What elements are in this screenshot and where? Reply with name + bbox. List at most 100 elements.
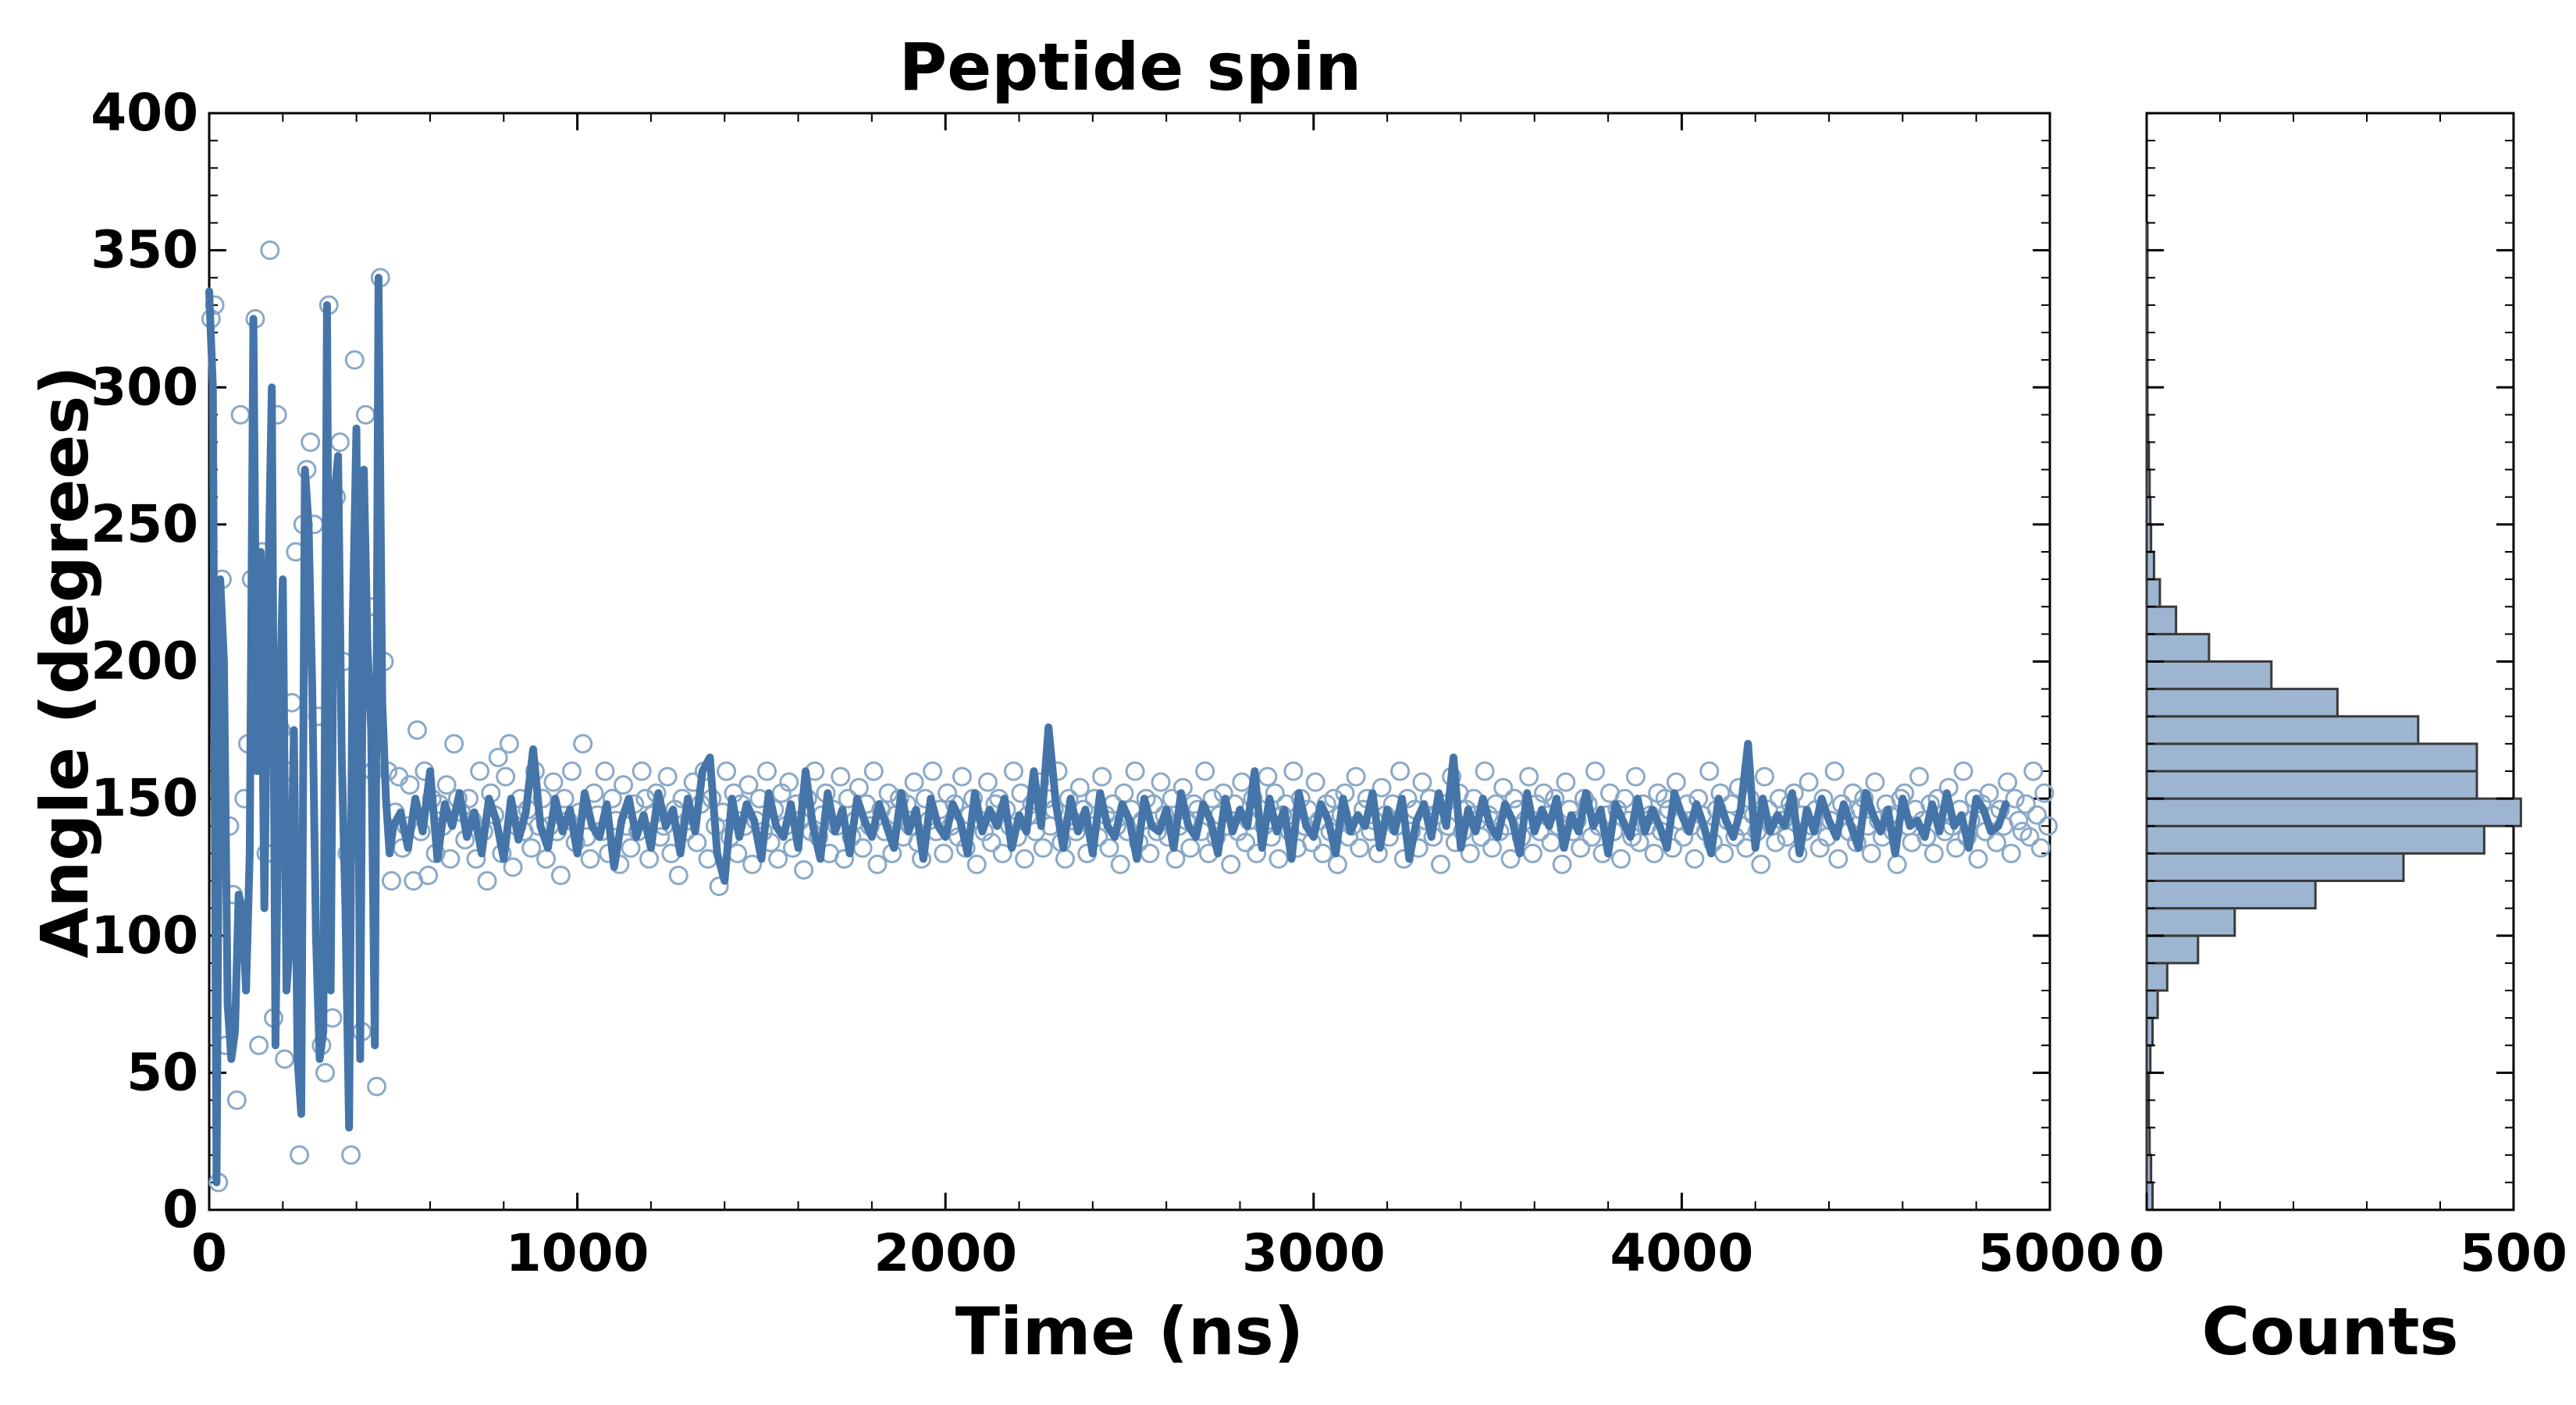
scatter-point xyxy=(226,1090,247,1110)
histogram-bar xyxy=(2145,934,2200,965)
histogram-bar xyxy=(2145,824,2485,855)
scatter-point xyxy=(488,747,508,767)
scatter-point xyxy=(1500,848,1521,869)
scatter-point xyxy=(301,432,321,452)
scatter-point xyxy=(1258,767,1278,787)
scatter-point xyxy=(992,843,1012,863)
scatter-point xyxy=(1313,843,1333,863)
histogram-bar xyxy=(2145,1099,2151,1129)
y-tick-label: 350 xyxy=(91,220,198,280)
scatter-point xyxy=(709,877,729,897)
scatter-point xyxy=(1460,843,1480,863)
scatter-point xyxy=(1552,854,1572,874)
scatter-point xyxy=(580,848,600,869)
scatter-point xyxy=(2005,788,2025,809)
scatter-point xyxy=(867,854,888,874)
histogram-bar xyxy=(2145,413,2150,443)
scatter-point xyxy=(1475,761,1495,781)
histogram-bar xyxy=(2145,1154,2153,1184)
scatter-point xyxy=(2034,783,2055,803)
scatter-point xyxy=(543,772,564,792)
scatter-point xyxy=(344,350,365,370)
scatter-point xyxy=(1611,848,1631,869)
scatter-point xyxy=(407,720,427,740)
scatter-plot-frame xyxy=(208,112,2051,1211)
scatter-point xyxy=(1110,854,1130,874)
scatter-point xyxy=(657,767,678,787)
x-tick-label: 1000 xyxy=(506,1223,649,1283)
hist-x-tick-label: 500 xyxy=(2460,1223,2567,1283)
scatter-point xyxy=(1493,777,1514,798)
scatter-point xyxy=(849,777,869,798)
scatter-point xyxy=(1585,761,1606,781)
x-tick-label: 5000 xyxy=(1978,1223,2122,1283)
scatter-point xyxy=(852,838,873,858)
scatter-point xyxy=(668,865,688,885)
scatter-point xyxy=(977,772,998,792)
scatter-point xyxy=(756,761,777,781)
scatter-point xyxy=(2019,827,2040,847)
x-axis-label: Time (ns) xyxy=(955,1293,1304,1370)
scatter-point xyxy=(1114,783,1134,803)
x-tick-label: 2000 xyxy=(873,1223,1017,1283)
scatter-point xyxy=(367,1076,387,1097)
hist-x-tick-label: 0 xyxy=(2129,1223,2165,1283)
scatter-point xyxy=(738,775,759,795)
scatter-point xyxy=(1998,772,2018,792)
scatter-point xyxy=(1265,783,1285,803)
scatter-point xyxy=(2016,794,2036,814)
scatter-point xyxy=(742,854,763,874)
scatter-point xyxy=(1953,761,1973,781)
histogram-bar xyxy=(2145,496,2152,526)
scatter-point xyxy=(1625,767,1646,787)
scatter-point xyxy=(1055,848,1075,869)
scatter-point xyxy=(1350,838,1370,858)
y-tick-label: 0 xyxy=(162,1179,198,1240)
scatter-point xyxy=(1003,761,1023,781)
scatter-point xyxy=(2030,838,2051,858)
scatter-point xyxy=(2008,810,2029,831)
scatter-point xyxy=(290,1145,310,1165)
histogram-bar xyxy=(2145,989,2159,1019)
scatter-point xyxy=(717,761,737,781)
scatter-point xyxy=(1614,788,1635,809)
scatter-point xyxy=(1987,832,2007,852)
histogram-bar xyxy=(2145,468,2151,499)
scatter-point xyxy=(1861,843,1881,863)
histogram-bar xyxy=(2145,1044,2152,1074)
scatter-point xyxy=(1755,767,1775,787)
scatter-point xyxy=(477,871,497,891)
scatter-point xyxy=(1180,838,1201,858)
scatter-point xyxy=(1865,772,1885,792)
scatter-point xyxy=(1482,838,1503,858)
histogram-bar xyxy=(2145,605,2178,635)
scatter-point xyxy=(1979,783,1999,803)
histogram-bar xyxy=(2145,523,2153,553)
scatter-point xyxy=(1887,854,1907,874)
scatter-point xyxy=(1327,854,1347,874)
scatter-point xyxy=(418,865,439,885)
scatter-point xyxy=(595,761,615,781)
scatter-point xyxy=(923,761,943,781)
scatter-point xyxy=(1824,761,1845,781)
histogram-bar xyxy=(2145,1016,2154,1047)
scatter-point xyxy=(1766,832,1786,852)
scatter-point xyxy=(1125,761,1145,781)
scatter-point xyxy=(466,848,486,869)
scatter-point xyxy=(230,404,251,425)
scatter-point xyxy=(687,832,707,852)
histogram-bar xyxy=(2145,1126,2151,1157)
histogram-bar xyxy=(2145,770,2478,800)
scatter-point xyxy=(1165,848,1186,869)
scatter-point xyxy=(341,1145,361,1165)
scatter-point xyxy=(496,767,516,787)
scatter-point xyxy=(1247,843,1267,863)
scatter-point xyxy=(1221,854,1241,874)
scatter-point xyxy=(2026,805,2047,825)
smoothed-line xyxy=(205,273,2010,1186)
scatter-point xyxy=(573,734,593,754)
scatter-point xyxy=(1412,772,1432,792)
histogram-axis-ticks: 0 500 xyxy=(2129,112,2567,1283)
histogram-bar xyxy=(2145,632,2211,663)
